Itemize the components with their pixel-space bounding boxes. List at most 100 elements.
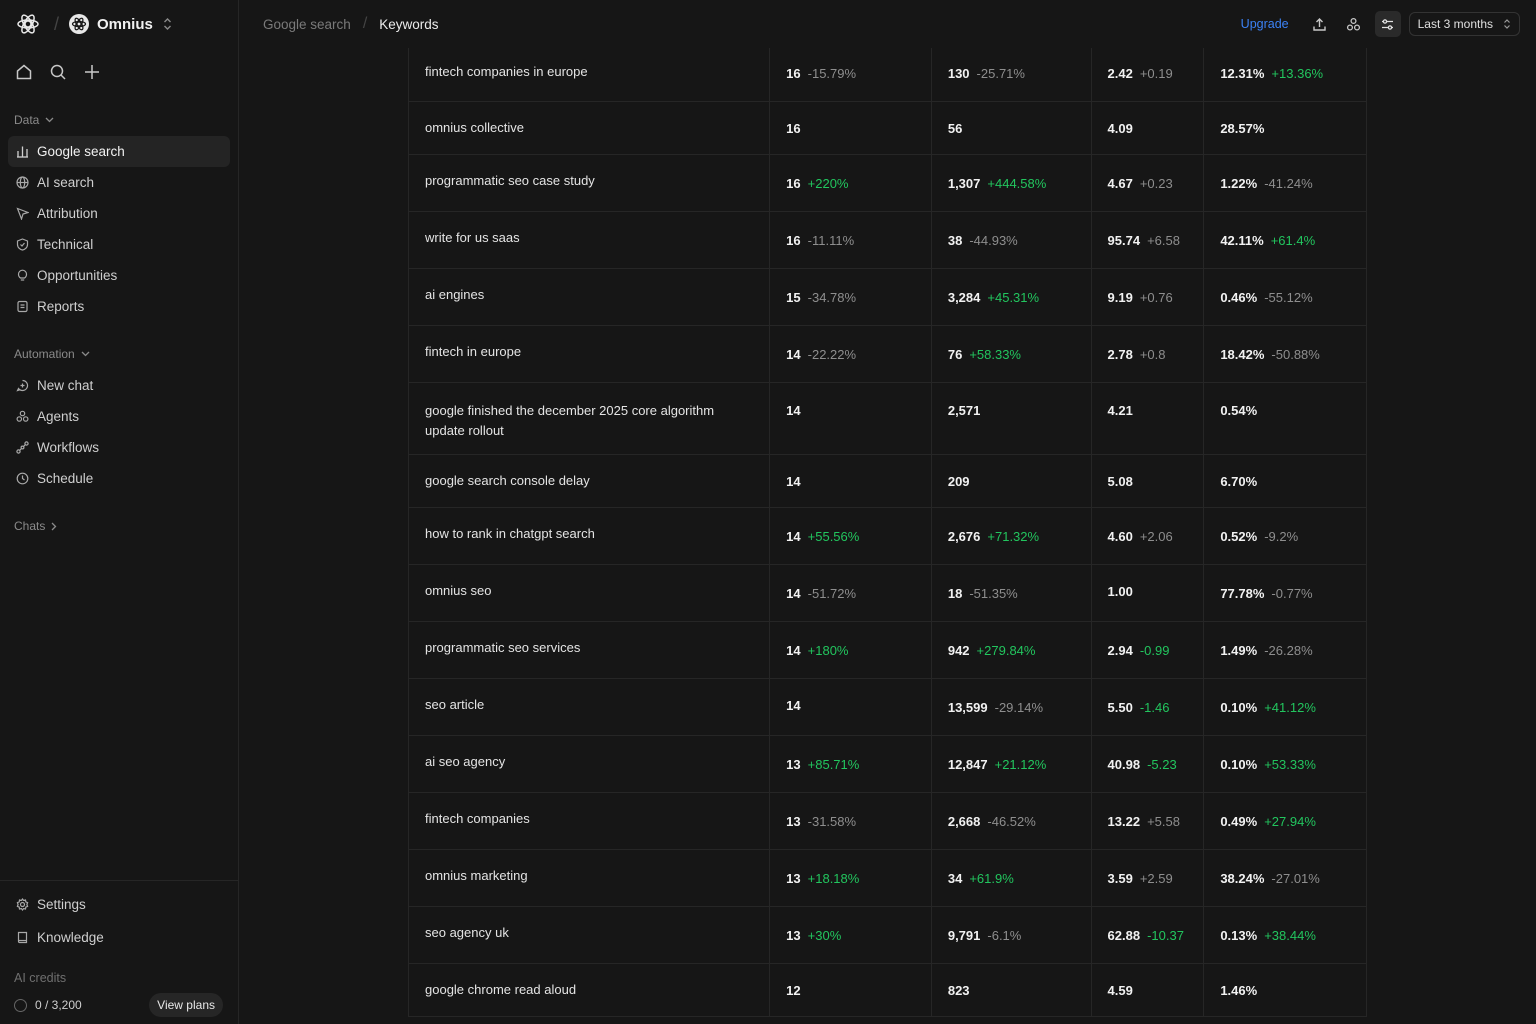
position-value: 5.08 bbox=[1107, 474, 1133, 489]
table-row[interactable]: google chrome read aloud 12 823 4.59 1.46% bbox=[409, 964, 1366, 1017]
keyword-text[interactable]: omnius collective bbox=[425, 120, 524, 135]
keyword-text[interactable]: google chrome read aloud bbox=[425, 982, 577, 997]
keyword-text[interactable]: seo article bbox=[425, 697, 485, 712]
position-cell: 4.60 +2.06 bbox=[1092, 508, 1205, 564]
table-row[interactable]: fintech in europe 14 -22.22% 76 +58.33% 2.78 +… bbox=[409, 326, 1366, 383]
clicks-cell: 15 -34.78% bbox=[770, 269, 932, 325]
clicks-cell: 13 -31.58% bbox=[770, 793, 932, 849]
sidebar-item-ai-search[interactable]: AI search bbox=[8, 167, 230, 198]
table-row[interactable]: fintech companies 13 -31.58% 2,668 -46.52% 13… bbox=[409, 793, 1366, 850]
sidebar-item-label: New chat bbox=[37, 378, 94, 393]
sidebar-item-new-chat[interactable]: New chat bbox=[8, 370, 230, 401]
keyword-text[interactable]: ai seo agency bbox=[425, 754, 506, 769]
position-cell: 4.67 +0.23 bbox=[1092, 155, 1205, 211]
table-row[interactable]: google search console delay 14 209 5.08 6.70… bbox=[409, 455, 1366, 508]
position-cell: 2.94 -0.99 bbox=[1092, 622, 1205, 678]
chats-section-toggle[interactable]: Chats bbox=[0, 514, 238, 538]
table-row[interactable]: seo article 14 13,599 -29.14% 5.50 -1.46 0.10%… bbox=[409, 679, 1366, 736]
sidebar-item-technical[interactable]: Technical bbox=[8, 229, 230, 260]
sidebar-item-label: Opportunities bbox=[37, 268, 118, 283]
data-section-toggle[interactable]: Data bbox=[0, 108, 238, 132]
impressions-cell: 13,599 -29.14% bbox=[932, 679, 1092, 735]
sidebar-item-reports[interactable]: Reports bbox=[8, 291, 230, 322]
workspace-avatar[interactable] bbox=[69, 14, 90, 34]
breadcrumb-parent[interactable]: Google search bbox=[263, 16, 351, 32]
keyword-text[interactable]: how to rank in chatgpt search bbox=[425, 526, 595, 541]
keywords-table: fintech companies in europe 16 -15.79% 130-… bbox=[408, 48, 1367, 1017]
impressions-delta: +71.32% bbox=[987, 529, 1040, 544]
sidebar-item-google-search[interactable]: Google search bbox=[8, 136, 230, 167]
sidebar-item-schedule[interactable]: Schedule bbox=[8, 463, 230, 494]
position-delta: -0.99 bbox=[1139, 643, 1170, 658]
keyword-text[interactable]: programmatic seo services bbox=[425, 640, 581, 655]
impressions-delta: +61.9% bbox=[969, 871, 1014, 886]
chevron-down-icon bbox=[45, 117, 54, 123]
sidebar-item-knowledge[interactable]: Knowledge bbox=[8, 922, 230, 953]
position-value: 3.59 bbox=[1107, 871, 1133, 886]
position-delta: +0.19 bbox=[1139, 66, 1173, 81]
ctr-value: 0.10% bbox=[1220, 757, 1258, 772]
keyword-text[interactable]: write for us saas bbox=[425, 230, 520, 245]
position-delta: +2.06 bbox=[1139, 529, 1173, 544]
position-delta: +5.58 bbox=[1147, 814, 1180, 829]
date-range-select[interactable]: Last 3 months bbox=[1408, 12, 1520, 36]
clicks-delta: -22.22% bbox=[807, 347, 857, 362]
search-icon[interactable] bbox=[49, 63, 67, 81]
home-icon[interactable] bbox=[15, 63, 33, 81]
keyword-text[interactable]: fintech in europe bbox=[425, 344, 522, 359]
table-row[interactable]: how to rank in chatgpt search 14 +55.56% 2,… bbox=[409, 508, 1366, 565]
plus-icon[interactable] bbox=[83, 63, 101, 81]
keyword-text[interactable]: fintech companies bbox=[425, 811, 530, 826]
ctr-value: 0.10% bbox=[1220, 700, 1258, 715]
position-value: 62.88 bbox=[1107, 928, 1141, 943]
app-logo-icon[interactable] bbox=[16, 12, 40, 36]
keyword-cell: ai seo agency bbox=[409, 736, 771, 792]
table-row[interactable]: write for us saas 16 -11.11% 38 -44.93% 95.74… bbox=[409, 212, 1366, 269]
keyword-text[interactable]: seo agency uk bbox=[425, 925, 509, 940]
workflow-icon bbox=[16, 441, 29, 454]
table-row[interactable]: omnius collective 16 56 4.09 28.57% bbox=[409, 102, 1366, 155]
position-cell: 13.22 +5.58 bbox=[1092, 793, 1205, 849]
impressions-cell: 12,847 +21.12% bbox=[932, 736, 1092, 792]
impressions-value: 9,791 bbox=[947, 928, 981, 943]
sidebar-item-attribution[interactable]: Attribution bbox=[8, 198, 230, 229]
keyword-text[interactable]: omnius marketing bbox=[425, 868, 528, 883]
sidebar-item-workflows[interactable]: Workflows bbox=[8, 432, 230, 463]
table-row[interactable]: google finished the december 2025 core a… bbox=[409, 383, 1366, 455]
workspace-name[interactable]: Omnius bbox=[97, 15, 153, 33]
table-row[interactable]: ai seo agency 13 +85.71% 12,847 +21.12% 40.98… bbox=[409, 736, 1366, 793]
automation-section-toggle[interactable]: Automation bbox=[0, 342, 238, 366]
view-plans-button[interactable]: View plans bbox=[149, 993, 223, 1017]
position-delta: -10.37 bbox=[1147, 928, 1184, 943]
position-value: 2.42 bbox=[1107, 66, 1133, 81]
book-icon bbox=[16, 931, 29, 944]
agents-icon[interactable] bbox=[1341, 11, 1367, 37]
keyword-text[interactable]: google finished the december 2025 core a… bbox=[425, 403, 715, 438]
table-row[interactable]: omnius marketing 13 +18.18% 34 +61.9% 3.59 +2.… bbox=[409, 850, 1366, 907]
ai-credits-row: 0 / 3,200 View plans bbox=[0, 993, 238, 1017]
keyword-text[interactable]: omnius seo bbox=[425, 583, 492, 598]
workspace-switcher-icon[interactable] bbox=[163, 17, 172, 31]
sidebar-item-agents[interactable]: Agents bbox=[8, 401, 230, 432]
impressions-value: 130 bbox=[947, 66, 970, 81]
keyword-cell: fintech companies in europe bbox=[409, 48, 771, 101]
keyword-text[interactable]: google search console delay bbox=[425, 473, 590, 488]
table-row[interactable]: seo agency uk 13 +30% 9,791 -6.1% 62.88 -10.37… bbox=[409, 907, 1366, 964]
table-row[interactable]: programmatic seo services 14 +180% 942 +279.… bbox=[409, 622, 1366, 679]
table-row[interactable]: omnius seo 14 -51.72% 18 -51.35% 1.00 77.78% -0… bbox=[409, 565, 1366, 622]
impressions-cell: 9,791 -6.1% bbox=[932, 907, 1092, 963]
table-row[interactable]: ai engines 15 -34.78% 3,284 +45.31% 9.19 +0.76… bbox=[409, 269, 1366, 326]
keyword-text[interactable]: fintech companies in europe bbox=[425, 64, 588, 79]
export-icon[interactable] bbox=[1307, 11, 1333, 37]
impressions-cell: 209 bbox=[932, 455, 1092, 507]
sidebar-item-settings[interactable]: Settings bbox=[8, 889, 230, 920]
sidebar-item-opportunities[interactable]: Opportunities bbox=[8, 260, 230, 291]
table-row[interactable]: programmatic seo case study 16 +220% 1,307 +… bbox=[409, 155, 1366, 212]
keyword-text[interactable]: programmatic seo case study bbox=[425, 173, 595, 188]
upgrade-link[interactable]: Upgrade bbox=[1240, 17, 1289, 31]
table-row[interactable]: fintech companies in europe 16 -15.79% 130-… bbox=[409, 48, 1366, 102]
position-value: 4.21 bbox=[1107, 403, 1133, 418]
keyword-text[interactable]: ai engines bbox=[425, 287, 485, 302]
impressions-value: 56 bbox=[947, 121, 963, 136]
filter-settings-icon[interactable] bbox=[1374, 11, 1401, 37]
